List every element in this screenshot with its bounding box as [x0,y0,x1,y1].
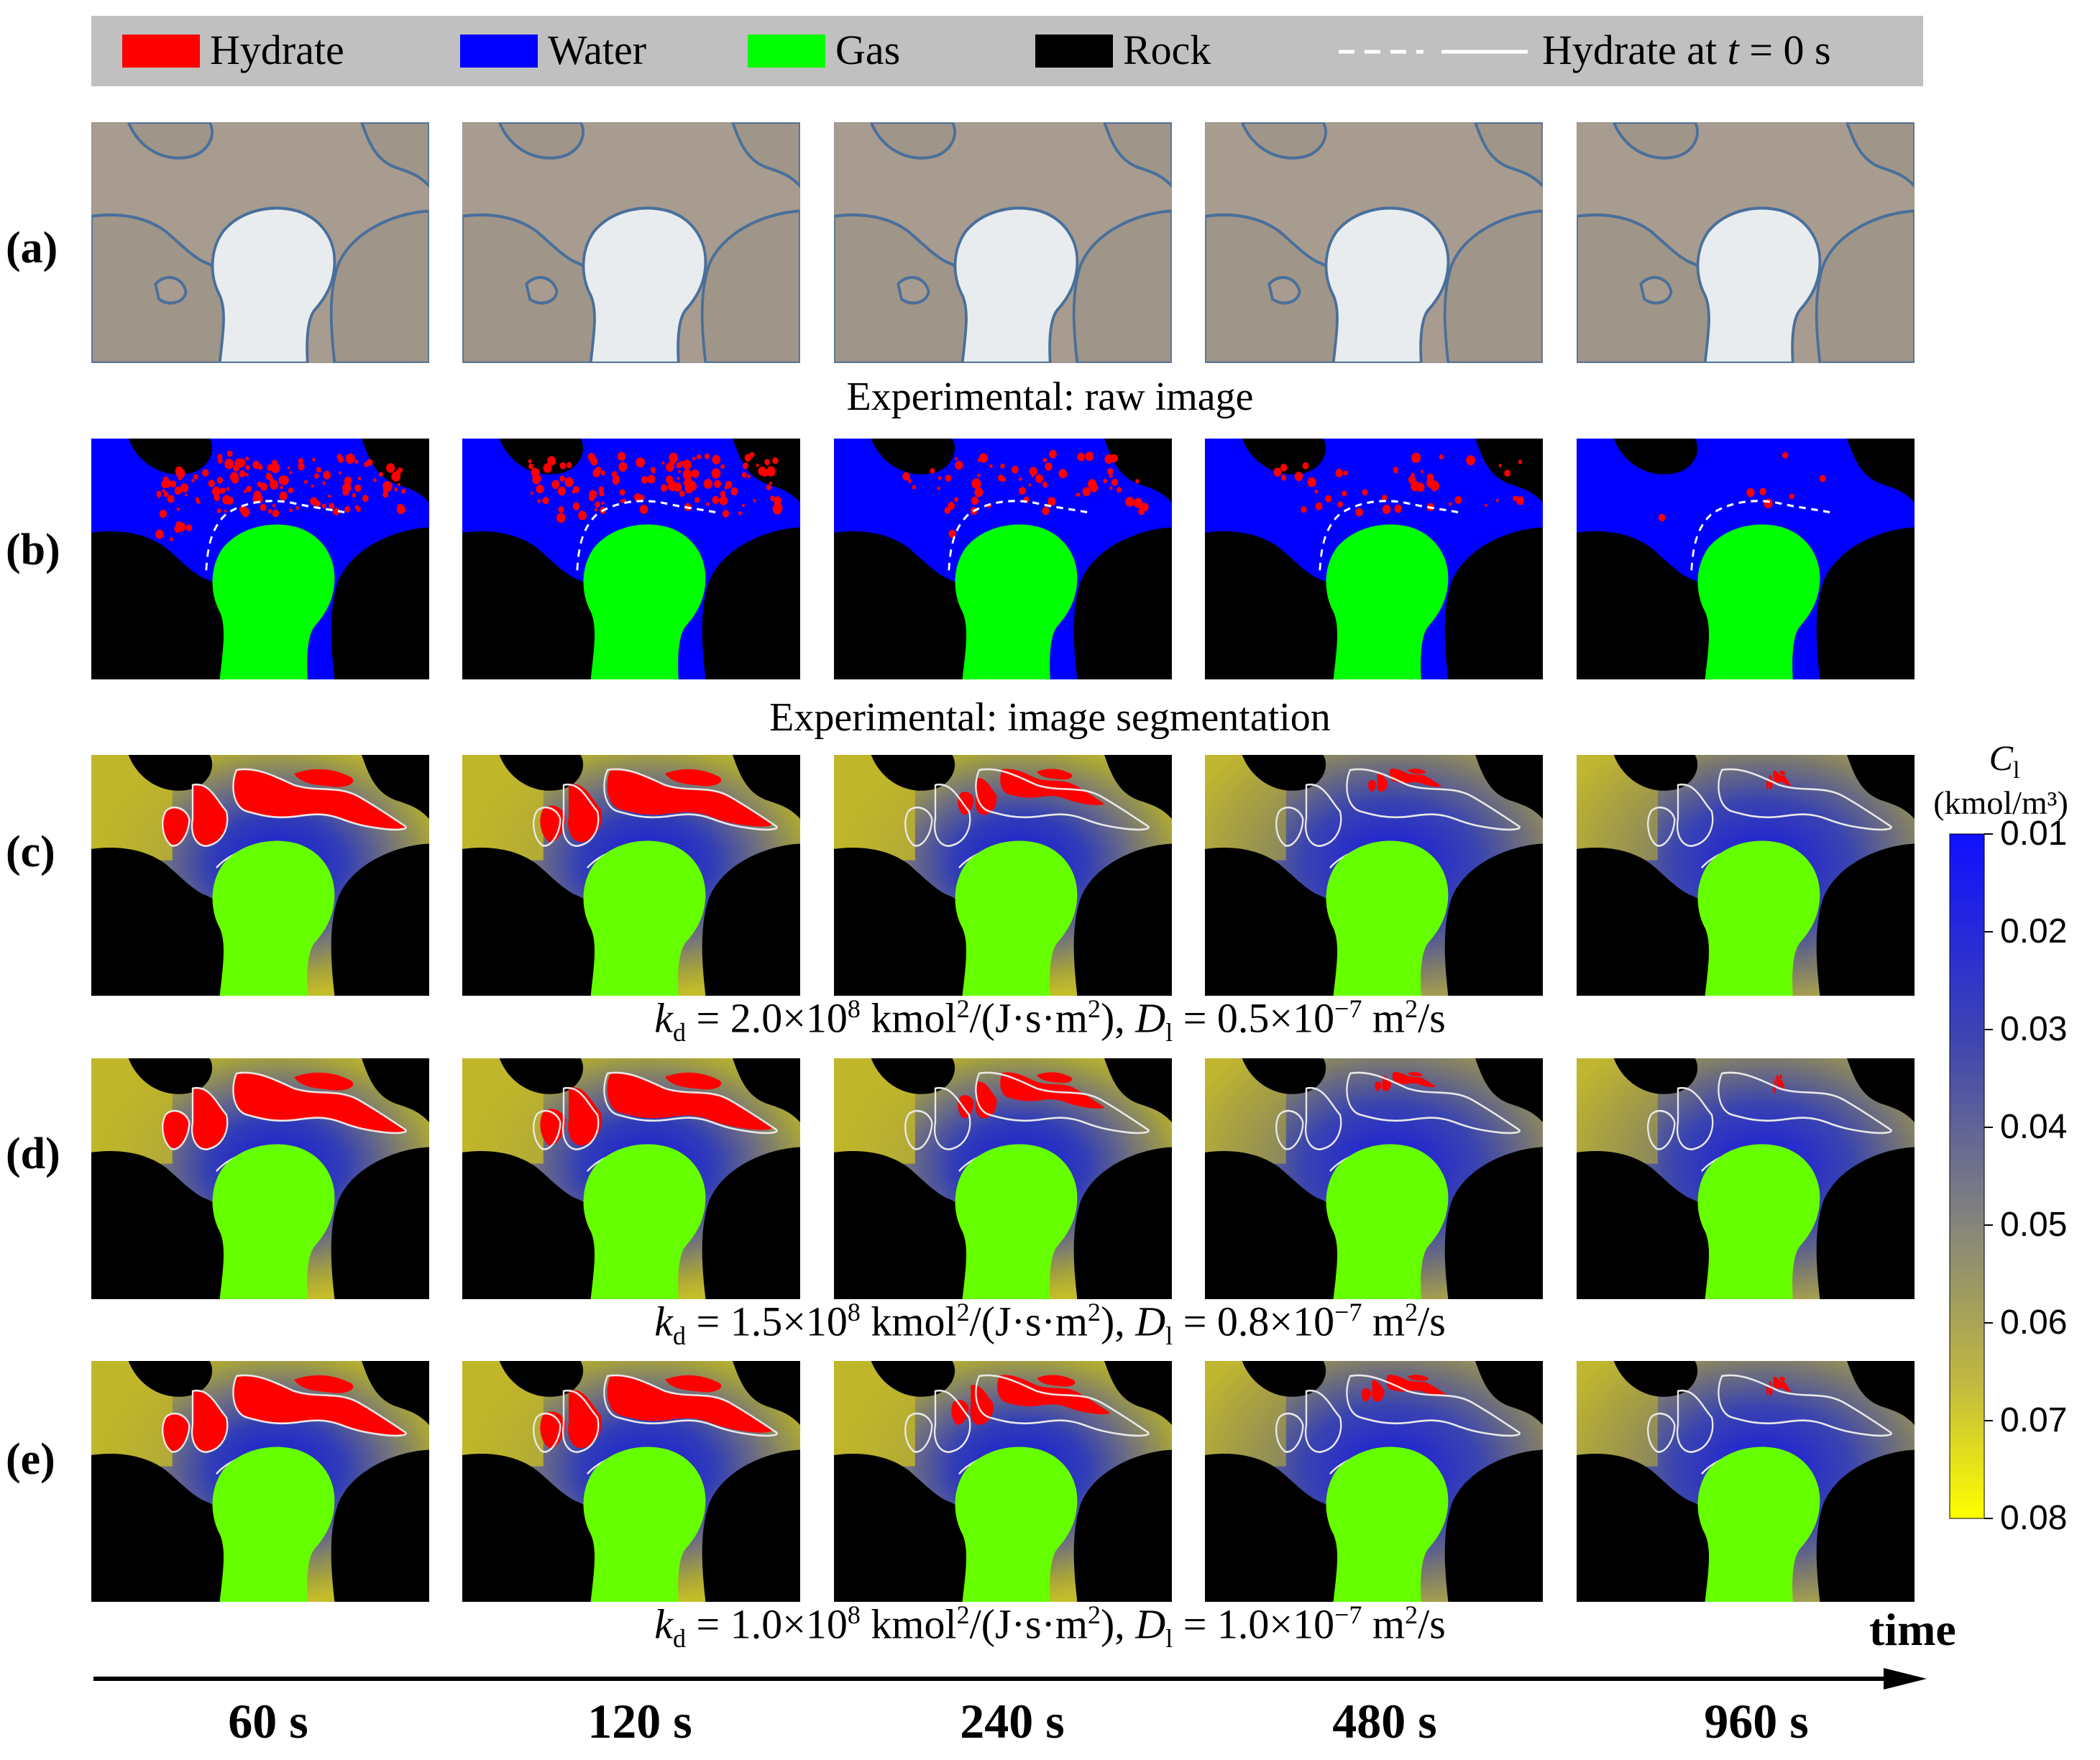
panel-a-3 [1205,122,1544,363]
panel-a-2 [834,122,1173,363]
row-label-b: (b) [6,526,60,574]
panel-a-0 [91,122,430,363]
legend-label-water: Water [548,27,647,73]
legend-label-hydrate: Hydrate [210,27,344,73]
panel-b-2 [834,439,1172,679]
colorbar-ticks [1984,833,1993,1519]
hydrate-speckles [1658,452,1826,522]
panel-c-1 [462,755,800,996]
panel-e-4 [1577,1361,1915,1602]
row-label-e: (e) [6,1435,55,1484]
panel-d-1 [462,1058,800,1299]
legend-swatch-hydrate [122,35,200,68]
colorbar-tick-label: 0.06 [2000,1303,2068,1342]
hydrate-speckles [528,452,783,523]
hydrate-speckles [155,450,406,541]
panel-grid [91,122,1915,1602]
colorbar-units: (kmol/m³) [1933,784,2068,821]
legend-swatch-water [460,35,538,68]
time-label-960: 960 s [1704,1694,1809,1748]
colorbar-tick-label: 0.08 [2000,1499,2068,1537]
legend [122,35,1528,68]
legend-swatch-rock [1035,35,1113,68]
panel-e-0 [91,1361,429,1602]
time-label-480: 480 s [1332,1694,1437,1748]
row-label-c: (c) [6,828,55,876]
colorbar-tick-label: 0.07 [2000,1401,2068,1439]
caption-c: kd = 2.0×108 kmol2/(J·s·m2), Dl = 0.5×10… [654,994,1446,1047]
caption-d: kd = 1.5×108 kmol2/(J·s·m2), Dl = 0.8×10… [654,1298,1446,1350]
panel-a-1 [462,122,801,363]
legend-label-rock: Rock [1123,27,1211,73]
time-label-60: 60 s [228,1694,308,1748]
panel-c-2 [834,755,1172,996]
time-axis-label: time [1869,1604,1956,1655]
panel-c-3 [1205,755,1543,996]
time-label-120: 120 s [587,1694,692,1748]
time-label-240: 240 s [960,1694,1065,1748]
panel-a-4 [1577,122,1915,363]
panel-d-4 [1577,1058,1915,1299]
caption-b: Experimental: image segmentation [769,695,1331,740]
legend-swatch-gas [748,35,825,68]
colorbar-title: Cl [1989,738,2020,784]
colorbar-tick-label: 0.05 [2000,1206,2068,1244]
panel-b-4 [1577,439,1915,679]
legend-label-hydrate-t0: Hydrate at t = 0 s [1542,27,1831,73]
panel-b-1 [462,439,800,679]
time-arrow-head [1884,1668,1927,1690]
legend-bar [91,16,1923,86]
caption-e: kd = 1.0×108 kmol2/(J·s·m2), Dl = 1.0×10… [654,1600,1446,1653]
legend-label-gas: Gas [835,27,901,73]
panel-b-0 [91,439,429,679]
row-label-d: (d) [6,1129,60,1178]
hydrate-speckles [902,449,1149,538]
row-label-a: (a) [6,224,58,272]
panel-e-1 [462,1361,800,1602]
caption-a: Experimental: raw image [846,375,1254,419]
colorbar-tick-label: 0.02 [2000,912,2068,950]
panel-e-3 [1205,1361,1543,1602]
panel-d-2 [834,1058,1172,1299]
colorbar [1949,833,1985,1519]
panel-d-3 [1205,1058,1543,1299]
panel-c-0 [91,755,429,996]
hydrate-speckles [1273,452,1524,517]
colorbar-tick-label: 0.01 [2000,815,2068,853]
panel-d-0 [91,1058,429,1299]
panel-c-4 [1577,755,1915,996]
colorbar-tick-label: 0.04 [2000,1108,2068,1146]
panel-b-3 [1205,439,1543,679]
colorbar-tick-label: 0.03 [2000,1010,2068,1048]
panel-e-2 [834,1361,1172,1602]
